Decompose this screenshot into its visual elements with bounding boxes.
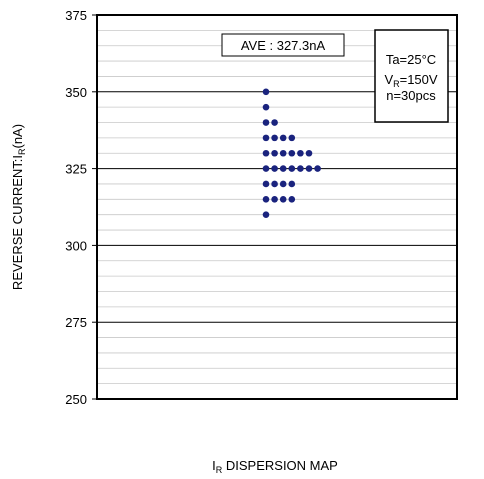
data-point	[262, 134, 270, 142]
y-tick-label: 350	[65, 85, 87, 100]
average-box	[221, 33, 345, 57]
data-point	[262, 211, 270, 218]
x-axis-label: IR DISPERSION MAP	[212, 458, 338, 475]
data-point	[314, 165, 321, 172]
data-point	[271, 180, 278, 188]
data-point	[262, 103, 270, 111]
data-point	[279, 134, 287, 142]
data-point	[288, 165, 296, 172]
data-point	[297, 165, 304, 172]
y-tick-label: 375	[65, 8, 87, 23]
data-point	[262, 196, 270, 203]
condition-sample-count: n=30pcs	[386, 88, 436, 103]
data-point	[271, 119, 278, 126]
y-tick-label: 275	[65, 315, 87, 330]
data-points	[262, 88, 321, 218]
data-point	[279, 165, 287, 172]
average-label: AVE : 327.3nA	[241, 38, 326, 53]
data-point	[262, 149, 270, 157]
y-tick-label: 250	[65, 392, 87, 407]
data-point	[288, 196, 296, 203]
data-point	[288, 149, 296, 157]
data-point	[279, 196, 287, 203]
data-point	[305, 165, 313, 172]
data-point	[271, 149, 278, 157]
data-point	[279, 180, 287, 188]
data-point	[262, 165, 270, 172]
data-point	[297, 149, 304, 157]
data-point	[288, 180, 296, 188]
data-point	[288, 134, 296, 142]
condition-temperature: Ta=25°C	[386, 52, 436, 67]
data-point	[271, 165, 278, 172]
plot-frame	[96, 14, 458, 400]
data-point	[271, 196, 278, 203]
y-tick-label: 325	[65, 162, 87, 177]
data-point	[279, 149, 287, 157]
data-point	[262, 119, 270, 126]
data-point	[305, 149, 313, 157]
data-point	[262, 180, 270, 188]
y-axis-ticks: 250 275 300 325 350 375	[65, 8, 97, 407]
y-tick-label: 300	[65, 238, 87, 253]
condition-voltage: VR=150V	[384, 72, 437, 89]
data-point	[262, 88, 270, 96]
conditions-box	[374, 29, 449, 123]
data-point	[271, 134, 278, 142]
y-axis-label: REVERSE CURRENT:IR(nA)	[10, 124, 27, 290]
